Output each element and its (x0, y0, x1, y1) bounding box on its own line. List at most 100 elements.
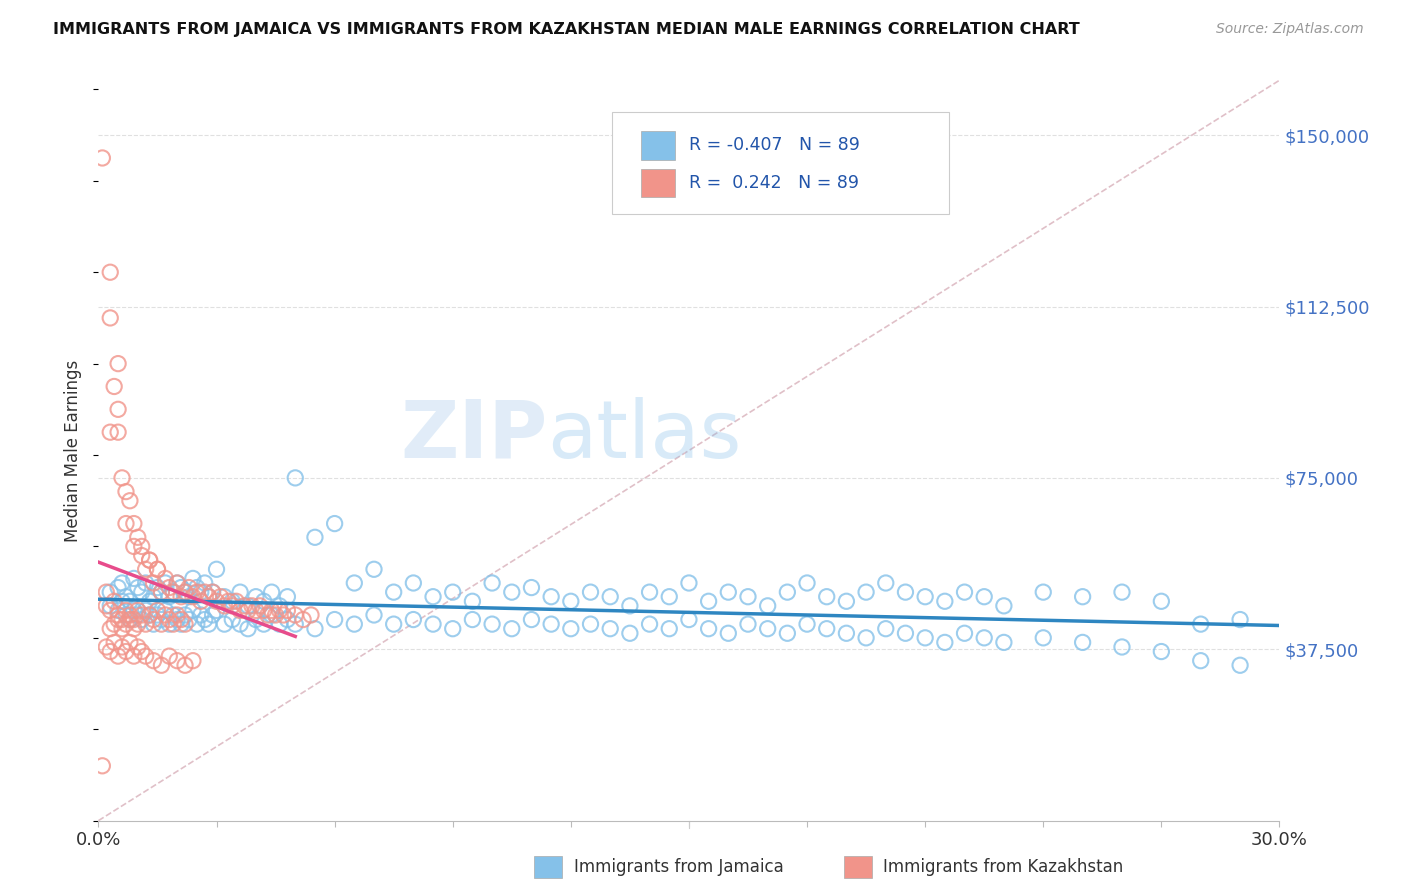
Point (221, 594, 243, 608)
Point (150, 585, 173, 599)
Point (118, 607, 141, 622)
Point (1229, 658, 1251, 673)
Point (796, 576, 818, 591)
Point (796, 617, 818, 632)
Point (174, 607, 197, 622)
Point (111, 594, 134, 608)
Point (186, 617, 208, 632)
Point (142, 617, 165, 632)
Point (422, 590, 444, 604)
Point (1071, 590, 1094, 604)
Point (363, 607, 385, 622)
Point (1189, 617, 1212, 632)
Point (276, 603, 298, 617)
Point (343, 617, 366, 632)
Point (402, 576, 425, 591)
Point (98, 644, 121, 658)
Point (197, 617, 219, 632)
Point (697, 622, 720, 636)
Point (756, 599, 779, 613)
Point (1150, 644, 1173, 658)
Point (157, 649, 180, 664)
Point (292, 613, 315, 627)
Point (155, 576, 177, 591)
Point (1189, 654, 1212, 668)
Point (155, 603, 177, 617)
Point (323, 516, 346, 531)
Point (229, 617, 252, 632)
Point (540, 617, 562, 632)
Point (142, 613, 165, 627)
Point (96, 599, 118, 613)
Point (146, 581, 169, 595)
Text: Immigrants from Kazakhstan: Immigrants from Kazakhstan (883, 858, 1123, 876)
Point (166, 576, 188, 591)
Point (256, 607, 278, 622)
Point (875, 576, 897, 591)
Point (249, 599, 271, 613)
Point (127, 530, 149, 544)
Point (150, 617, 173, 632)
Point (174, 617, 197, 632)
Text: IMMIGRANTS FROM JAMAICA VS IMMIGRANTS FROM KAZAKHSTAN MEDIAN MALE EARNINGS CORRE: IMMIGRANTS FROM JAMAICA VS IMMIGRANTS FR… (53, 22, 1080, 37)
Point (236, 603, 259, 617)
Point (304, 622, 326, 636)
Point (276, 590, 298, 604)
Point (135, 603, 157, 617)
Point (138, 607, 160, 622)
Point (131, 607, 153, 622)
Point (177, 581, 200, 595)
Point (150, 613, 173, 627)
Point (91, 759, 114, 773)
Point (697, 594, 720, 608)
Point (157, 581, 180, 595)
Point (776, 585, 799, 599)
Point (214, 590, 236, 604)
Point (855, 631, 877, 645)
Text: Immigrants from Jamaica: Immigrants from Jamaica (574, 858, 783, 876)
Point (131, 540, 153, 554)
Point (135, 617, 157, 632)
Point (914, 631, 936, 645)
Point (638, 585, 661, 599)
Point (269, 599, 291, 613)
Point (127, 640, 149, 654)
Point (122, 622, 145, 636)
Point (157, 590, 180, 604)
Point (461, 594, 484, 608)
Point (717, 626, 740, 640)
Point (481, 617, 503, 632)
Point (201, 585, 224, 599)
Point (894, 626, 917, 640)
Point (111, 613, 134, 627)
Point (658, 622, 681, 636)
Point (115, 516, 138, 531)
Point (98, 622, 121, 636)
Point (197, 590, 219, 604)
Point (599, 622, 621, 636)
Point (299, 607, 322, 622)
Point (118, 613, 141, 627)
Point (118, 635, 141, 649)
Point (1032, 585, 1054, 599)
Point (103, 617, 125, 632)
Point (107, 607, 129, 622)
Point (127, 617, 149, 632)
Point (756, 622, 779, 636)
Point (737, 590, 759, 604)
Point (142, 654, 165, 668)
Point (245, 590, 267, 604)
Point (560, 622, 582, 636)
Point (127, 603, 149, 617)
Point (1111, 585, 1133, 599)
Point (103, 379, 125, 393)
Point (107, 357, 129, 371)
Point (273, 607, 295, 622)
Point (98, 310, 121, 325)
Point (115, 484, 138, 499)
Point (111, 622, 134, 636)
Point (209, 590, 232, 604)
Point (166, 607, 188, 622)
Point (323, 613, 346, 627)
Point (91, 151, 114, 165)
